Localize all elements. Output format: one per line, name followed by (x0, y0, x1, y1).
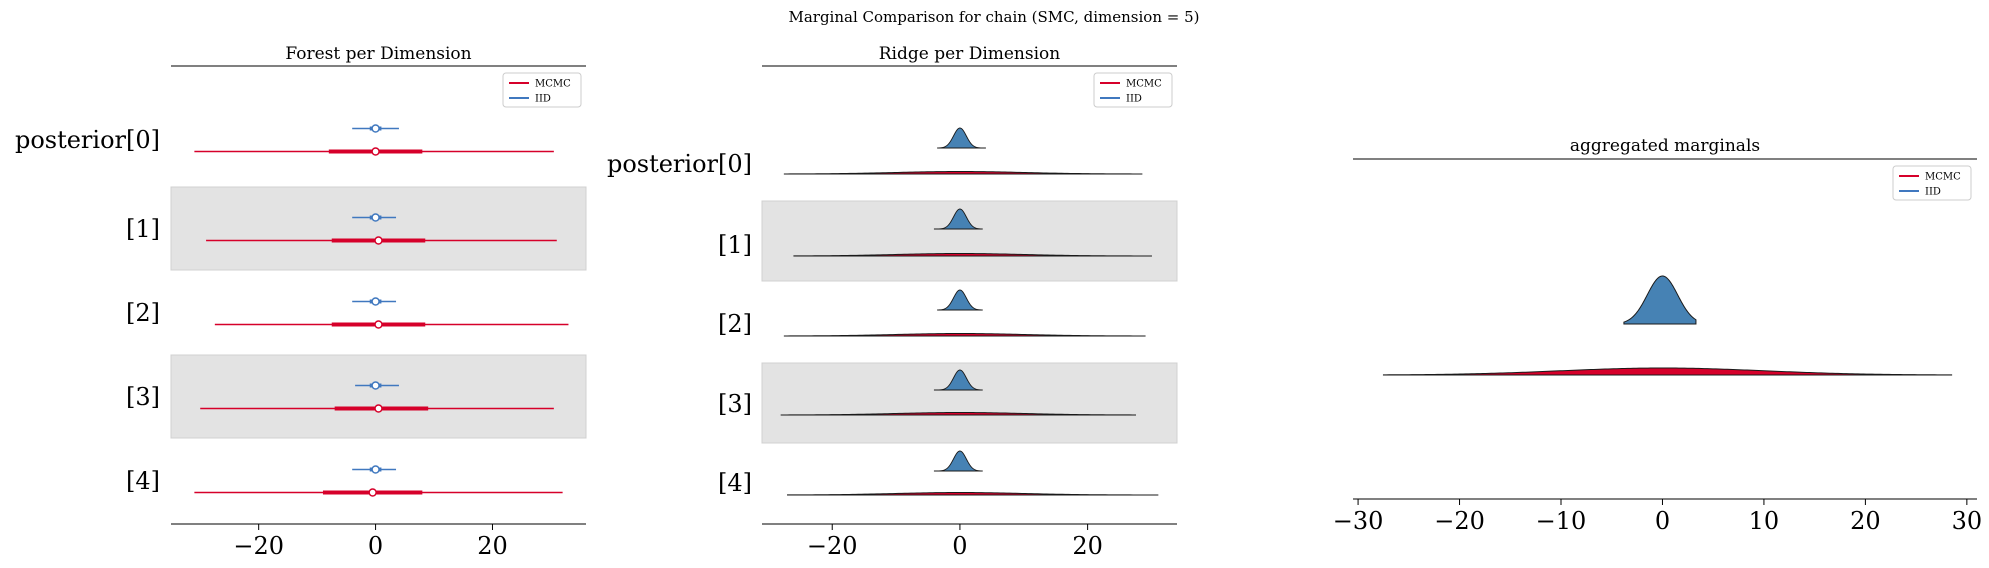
legend-label-iid: IID (1126, 94, 1142, 105)
x-tick-label: −30 (1333, 507, 1384, 535)
iid-ridge (937, 127, 986, 149)
mcmc-density (1382, 367, 1953, 376)
mcmc-median-point (374, 236, 383, 245)
iid-median-point (371, 213, 380, 222)
x-tick-label: 0 (1655, 507, 1670, 535)
x-tick-label: 20 (1850, 507, 1881, 535)
iid-median-point (371, 297, 380, 306)
row-label: [1] (718, 231, 752, 259)
figure-suptitle: Marginal Comparison for chain (SMC, dime… (788, 8, 1199, 26)
mcmc-median-point (368, 488, 377, 497)
legend-label-iid: IID (1925, 187, 1941, 198)
legend-label-mcmc: MCMC (1126, 79, 1162, 90)
legend-label-mcmc: MCMC (535, 79, 571, 90)
panel-title: aggregated marginals (1570, 136, 1760, 156)
row-label: [2] (126, 299, 160, 327)
mcmc-median-point (371, 147, 380, 156)
iid-ridge (937, 289, 983, 311)
ridge-panel: Ridge per Dimension posterior[0] [1] [2] [3]… (607, 44, 1178, 560)
row-band (761, 362, 1178, 444)
mcmc-ridge (783, 171, 1143, 175)
row-label: posterior[0] (607, 150, 752, 178)
panel-title: Forest per Dimension (285, 44, 471, 64)
row-label: [1] (126, 215, 160, 243)
x-tick-label: −20 (807, 532, 858, 560)
mcmc-ridge (793, 253, 1152, 257)
row-band (170, 186, 587, 271)
iid-ridge (933, 450, 983, 472)
mcmc-ridge (780, 412, 1136, 416)
mcmc-ridge (787, 492, 1159, 496)
x-tick-label: −20 (1434, 507, 1485, 535)
x-tick-label: −10 (1536, 507, 1587, 535)
x-tick-label: 0 (368, 532, 383, 560)
legend-label-mcmc: MCMC (1925, 172, 1961, 183)
mcmc-ridge (783, 333, 1146, 337)
row-band (170, 354, 587, 439)
legend-label-iid: IID (535, 94, 551, 105)
iid-median-point (371, 124, 380, 133)
row-label: [4] (126, 467, 160, 495)
x-tick-label: 20 (1072, 532, 1103, 560)
panel-title: Ridge per Dimension (879, 44, 1061, 64)
x-tick-label: 20 (477, 532, 508, 560)
row-label: [3] (718, 390, 752, 418)
mcmc-median-point (374, 404, 383, 413)
x-tick-label: −20 (233, 532, 284, 560)
row-label: posterior[0] (15, 126, 160, 154)
row-label: [2] (718, 310, 752, 338)
iid-median-point (371, 465, 380, 474)
aggregated-panel: aggregated marginals MCMC IID −30 −20 −10 0 10 2… (1333, 136, 1982, 535)
iid-ridge (933, 369, 983, 391)
iid-density (1623, 275, 1697, 325)
x-tick-label: 30 (1952, 507, 1983, 535)
mcmc-median-point (374, 320, 383, 329)
row-label: [3] (126, 383, 160, 411)
iid-ridge (933, 208, 983, 230)
row-label: [4] (718, 469, 752, 497)
x-tick-label: 0 (952, 532, 967, 560)
x-tick-label: 10 (1749, 507, 1780, 535)
iid-median-point (371, 381, 380, 390)
row-band (761, 200, 1178, 282)
forest-panel: Forest per Dimension posterior[0] [1] [2] [3… (15, 44, 587, 560)
